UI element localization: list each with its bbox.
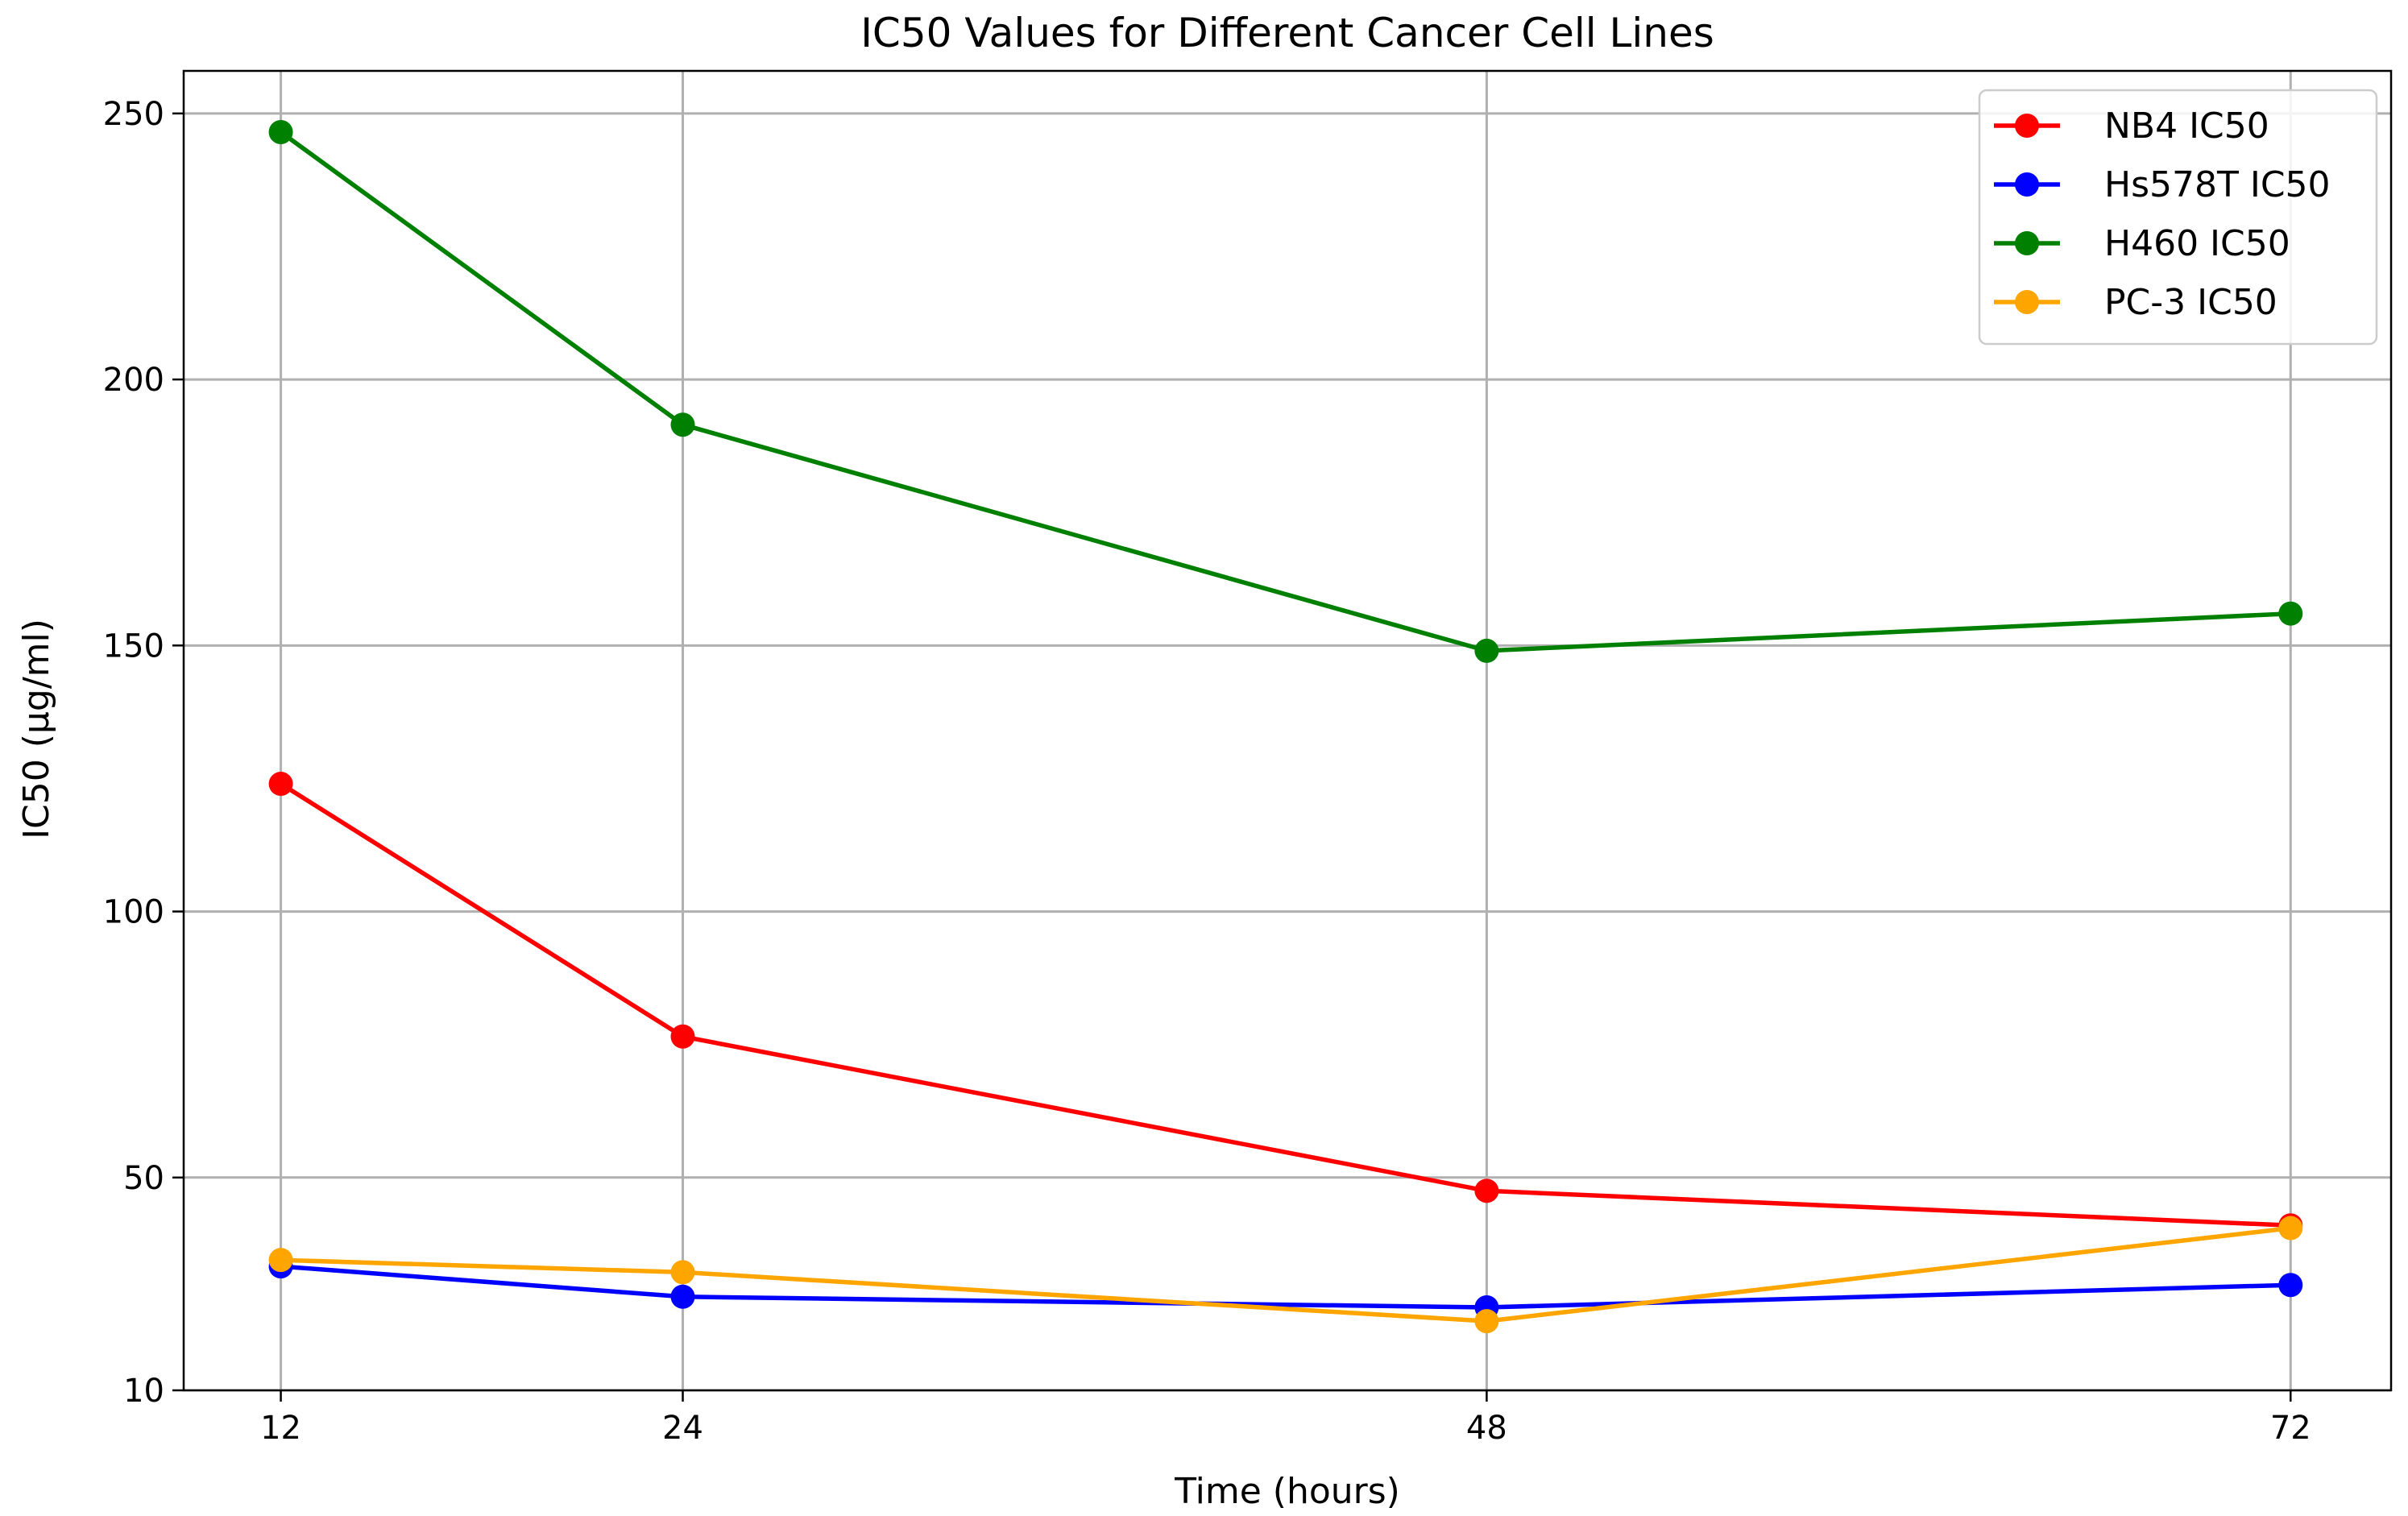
plot-frame — [182, 69, 2393, 1392]
legend-entry-label: PC-3 IC50 — [2104, 282, 2277, 323]
legend-entry-label: Hs578T IC50 — [2104, 164, 2331, 205]
y-tick-label: 100 — [103, 894, 164, 931]
legend-entry-label: NB4 IC50 — [2104, 106, 2269, 147]
legend-marker-swatch — [2015, 172, 2039, 197]
legend-marker-swatch — [2015, 231, 2039, 255]
series-line-pc-3-ic50 — [280, 1225, 2291, 1323]
legend-marker-swatch — [2015, 114, 2039, 138]
x-tick-label: 48 — [1466, 1410, 1507, 1447]
data-point-nb4-ic50 — [268, 772, 293, 797]
x-tick-label: 24 — [662, 1410, 703, 1447]
data-point-pc-3-ic50 — [1474, 1309, 1499, 1334]
legend-marker-swatch — [2015, 290, 2039, 314]
x-tick-label: 72 — [2270, 1410, 2311, 1447]
y-tick-label: 150 — [103, 628, 164, 665]
y-tick-label: 10 — [123, 1373, 164, 1410]
axis-ticks: 12 24 48 72 10 50 100 150 200 250 — [103, 96, 2311, 1447]
series-line-hs578t-ic50 — [280, 1264, 2291, 1310]
data-point-nb4-ic50 — [670, 1024, 695, 1049]
series-line-h460-ic50 — [279, 130, 2291, 653]
series-group — [268, 119, 2303, 1334]
data-point-h460-ic50 — [670, 412, 695, 437]
series-line-nb4-ic50 — [280, 781, 2291, 1228]
legend-entry-label: H460 IC50 — [2104, 223, 2290, 264]
y-axis-label: IC50 (μg/ml) — [16, 619, 57, 839]
data-point-hs578t-ic50 — [2278, 1273, 2303, 1298]
data-point-nb4-ic50 — [1474, 1178, 1499, 1203]
data-point-pc-3-ic50 — [2278, 1216, 2303, 1241]
y-tick-label: 200 — [103, 362, 164, 399]
y-tick-label: 50 — [123, 1160, 164, 1197]
chart-title: IC50 Values for Different Cancer Cell Li… — [860, 10, 1714, 56]
data-point-pc-3-ic50 — [268, 1248, 293, 1273]
data-point-h460-ic50 — [268, 119, 293, 144]
data-point-h460-ic50 — [2278, 601, 2303, 626]
legend: NB4 IC50 Hs578T IC50 H460 IC50 PC-3 IC50 — [1978, 89, 2378, 346]
x-tick-label: 12 — [260, 1410, 301, 1447]
data-point-h460-ic50 — [1474, 638, 1499, 663]
data-point-hs578t-ic50 — [670, 1284, 695, 1309]
y-tick-label: 250 — [103, 96, 164, 133]
x-axis-label: Time (hours) — [1174, 1471, 1400, 1512]
data-point-pc-3-ic50 — [670, 1260, 695, 1285]
legend-box — [1978, 89, 2378, 346]
